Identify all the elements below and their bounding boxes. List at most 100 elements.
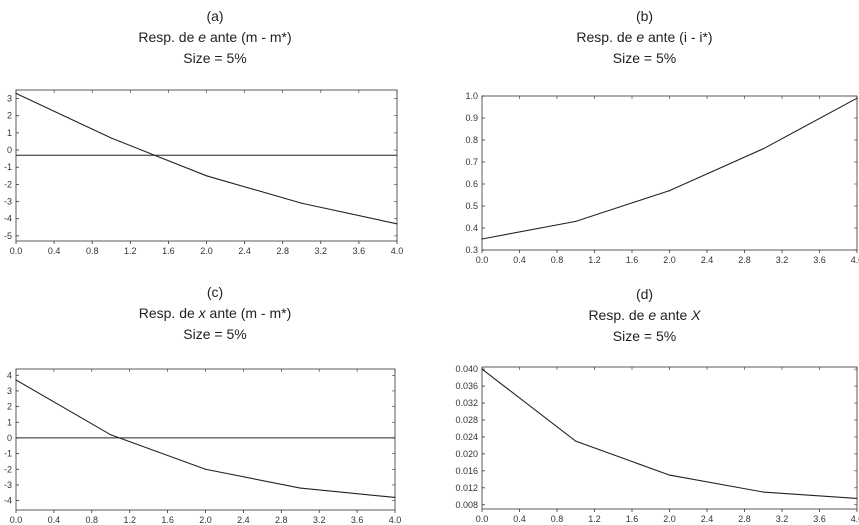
y-tick-label-a: -4 <box>4 214 12 224</box>
data-point-a <box>301 202 303 204</box>
panel-a-label: (a) <box>206 8 224 24</box>
x-tick-label-d: 4.0 <box>851 514 859 524</box>
y-tick-label-b: 1.0 <box>465 91 478 101</box>
x-tick-label-c: 2.0 <box>199 515 212 525</box>
x-tick-label-b: 0.0 <box>476 255 489 265</box>
panel-c-titles: (c) Resp. de x ante (m - m*) Size = 5% <box>0 282 430 345</box>
data-point-d <box>762 491 764 493</box>
data-point-c <box>394 496 396 499</box>
chart-b: 0.0 0.4 0.8 1.2 1.6 2.0 2.4 2.8 3.2 3.6 4.0 1.0 0.9 0… <box>465 91 859 265</box>
data-point-c <box>299 487 301 489</box>
x-tick-label-c: 1.2 <box>123 515 136 525</box>
data-point-c <box>204 468 207 470</box>
x-tick-label-d: 2.4 <box>701 514 714 524</box>
y-tick-label-b: 0.9 <box>465 113 478 123</box>
y-tick-label-c: 2 <box>7 402 12 412</box>
x-tick-label-d: 0.8 <box>551 514 564 524</box>
panel-b-titles: (b) Resp. de e ante (i - i*) Size = 5% <box>430 6 859 69</box>
x-tick-label-c: 3.6 <box>351 515 364 525</box>
data-point-b <box>668 190 671 192</box>
y-tick-label-c: -4 <box>4 496 12 506</box>
y-tick-label-c: -1 <box>4 449 12 459</box>
panel-d-title: Resp. de e ante X <box>588 307 701 323</box>
x-tick-label-c: 2.4 <box>237 515 250 525</box>
x-tick-label-c: 0.4 <box>48 515 61 525</box>
panel-d-subtitle: Size = 5% <box>612 328 677 344</box>
plot-frame-d <box>481 366 858 510</box>
x-tick-label-a: 1.2 <box>124 246 137 256</box>
x-tick-label-c: 0.8 <box>86 515 99 525</box>
x-tick-label-c: 1.6 <box>161 515 174 525</box>
y-tick-label-d: 0.020 <box>455 449 478 459</box>
panel-a-title: Resp. de e ante (m - m*) <box>138 29 292 45</box>
x-tick-label-a: 3.6 <box>353 246 366 256</box>
y-tick-label-b: 0.4 <box>465 223 478 233</box>
data-point-a <box>396 223 398 225</box>
panel-b-subtitle: Size = 5% <box>612 50 677 66</box>
panel-a-subtitle: Size = 5% <box>183 50 247 66</box>
x-tick-label-a: 0.8 <box>86 246 99 256</box>
x-tick-label-d: 3.2 <box>776 514 789 524</box>
x-tick-label-c: 3.2 <box>313 515 326 525</box>
x-tick-label-d: 0.0 <box>476 514 489 524</box>
y-tick-label-a: -2 <box>4 179 12 189</box>
x-tick-label-b: 3.2 <box>776 255 789 265</box>
x-tick-label-b: 0.4 <box>513 255 526 265</box>
panel-b-label: (b) <box>635 8 654 24</box>
chart-c: 0.0 0.4 0.8 1.2 1.6 2.0 2.4 2.8 3.2 3.6 4.0 4 3 2 1 0 -1… <box>4 368 401 525</box>
y-tick-label-a: -5 <box>4 231 12 241</box>
x-tick-label-b: 2.8 <box>738 255 751 265</box>
x-tick-label-b: 0.8 <box>551 255 564 265</box>
data-point-b <box>575 220 577 222</box>
y-tick-label-a: 3 <box>7 94 12 104</box>
y-tick-label-d: 0.012 <box>455 483 478 493</box>
data-point-a <box>15 92 17 95</box>
data-point-c <box>15 379 17 381</box>
y-tick-label-d: 0.040 <box>455 364 478 374</box>
y-tick-label-d: 0.024 <box>455 432 478 442</box>
y-tick-label-d: 0.036 <box>455 381 478 391</box>
y-tick-label-b: 0.6 <box>465 179 478 189</box>
data-point-a <box>110 137 112 139</box>
x-tick-label-d: 0.4 <box>513 514 526 524</box>
y-tick-label-d: 0.032 <box>455 398 478 408</box>
data-point-b <box>481 238 483 240</box>
y-tick-label-a: 1 <box>7 128 12 138</box>
x-tick-label-a: 2.4 <box>238 246 251 256</box>
x-tick-label-d: 1.2 <box>588 514 601 524</box>
data-point-b <box>762 148 764 150</box>
x-tick-label-d: 3.6 <box>813 514 826 524</box>
panel-d-label: (d) <box>635 286 654 302</box>
data-point-b <box>856 97 858 99</box>
data-point-d <box>668 474 671 476</box>
series-line-d <box>481 368 858 499</box>
y-tick-label-a: 0 <box>7 145 12 155</box>
x-tick-label-a: 4.0 <box>391 246 404 256</box>
x-tick-label-a: 1.6 <box>162 246 175 256</box>
x-tick-label-a: 3.2 <box>315 246 328 256</box>
panel-c-label: (c) <box>206 284 224 300</box>
y-tick-label-b: 0.7 <box>465 157 478 167</box>
x-tick-label-d: 2.8 <box>738 514 751 524</box>
chart-a: 0.0 0.4 0.8 1.2 1.6 2.0 2.4 2.8 3.2 3.6 4.0 3 2 1 0 -1 -… <box>4 89 404 256</box>
x-tick-label-b: 2.0 <box>663 255 676 265</box>
panel-b-title: Resp. de e ante (i - i*) <box>576 29 713 45</box>
x-tick-label-a: 0.4 <box>48 246 61 256</box>
x-tick-label-c: 0.0 <box>10 515 23 525</box>
data-point-d <box>856 497 858 500</box>
x-tick-label-b: 4.0 <box>851 255 859 265</box>
x-tick-label-b: 1.6 <box>626 255 639 265</box>
x-tick-label-c: 2.8 <box>275 515 288 525</box>
y-tick-label-d: 0.016 <box>455 466 478 476</box>
data-point-a <box>205 175 208 177</box>
y-tick-label-c: -2 <box>4 464 12 474</box>
panel-a-titles: (a) Resp. de e ante (m - m*) Size = 5% <box>0 6 430 69</box>
y-tick-label-c: 4 <box>7 370 12 380</box>
data-point-c <box>110 434 112 436</box>
x-tick-label-d: 2.0 <box>663 514 676 524</box>
y-tick-label-b: 0.3 <box>465 245 478 255</box>
y-tick-label-a: -3 <box>4 197 12 207</box>
panel-c-subtitle: Size = 5% <box>183 326 247 342</box>
x-tick-label-b: 3.6 <box>813 255 826 265</box>
